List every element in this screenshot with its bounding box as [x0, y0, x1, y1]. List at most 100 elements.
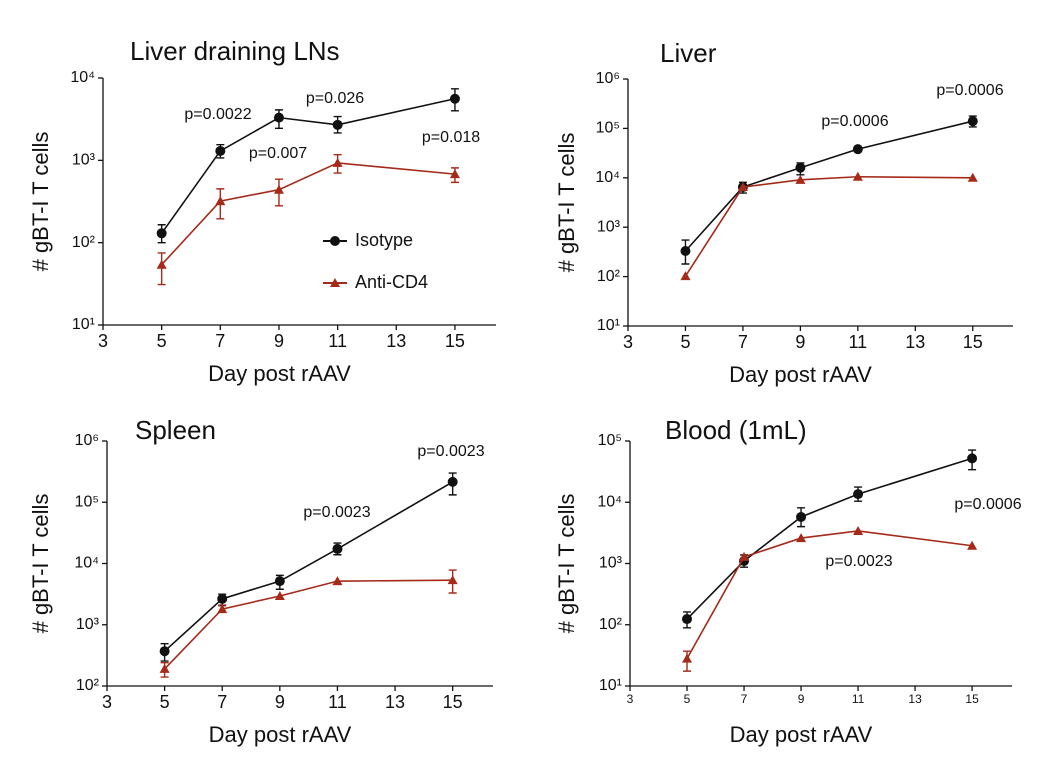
- data-point: [273, 112, 284, 123]
- data-point: [159, 663, 170, 673]
- annotation: p=0.018: [422, 129, 480, 146]
- data-point: [332, 576, 343, 586]
- annotation: p=0.026: [306, 90, 364, 107]
- data-point: [449, 169, 460, 179]
- annotation: p=0.0022: [184, 106, 251, 123]
- x-tick-label: 3: [102, 692, 112, 712]
- data-point: [159, 646, 170, 657]
- data-point: [967, 116, 978, 127]
- x-tick-label: 11: [849, 332, 868, 352]
- y-tick-label: 10²: [76, 677, 100, 694]
- x-axis-label: Day post rAAV: [730, 722, 873, 747]
- x-tick-label: 5: [684, 692, 691, 706]
- y-tick-label: 10³: [597, 218, 621, 235]
- x-tick-label: 11: [328, 692, 347, 712]
- x-tick-label: 7: [738, 332, 748, 352]
- series-line: [684, 175, 973, 277]
- data-point: [332, 119, 343, 130]
- y-tick-label: 10¹: [599, 677, 622, 694]
- data-point: [273, 184, 284, 194]
- x-tick-label: 9: [798, 692, 805, 706]
- y-axis-label: # gBT-I T cells: [28, 132, 53, 272]
- series-line: [684, 120, 973, 252]
- data-point: [274, 590, 285, 600]
- y-tick-label: 10⁶: [596, 70, 620, 87]
- data-point: [967, 540, 978, 550]
- data-point: [215, 145, 226, 156]
- y-axis-label: # gBT-I T cells: [554, 133, 579, 273]
- data-point: [682, 653, 693, 663]
- x-tick-label: 11: [328, 331, 347, 351]
- data-point: [217, 593, 228, 604]
- data-point: [852, 171, 863, 181]
- data-point: [447, 476, 458, 487]
- x-tick-label: 15: [963, 332, 983, 352]
- x-tick-label: 3: [98, 331, 108, 351]
- x-tick-label: 5: [157, 331, 167, 351]
- y-tick-label: 10⁴: [597, 493, 622, 510]
- data-point: [739, 551, 750, 561]
- data-point: [156, 228, 167, 239]
- y-tick-label: 10³: [599, 555, 623, 572]
- annotation: p=0.0006: [936, 82, 1003, 99]
- x-tick-label: 11: [852, 692, 865, 706]
- data-point: [215, 196, 226, 206]
- data-point: [796, 533, 807, 543]
- data-point: [737, 182, 748, 192]
- series-line: [164, 579, 453, 670]
- data-point: [795, 162, 806, 173]
- x-axis-label: Day post rAAV: [209, 722, 352, 747]
- x-tick-label: 9: [275, 692, 285, 712]
- x-tick-label: 15: [445, 331, 465, 351]
- chart-title: Liver draining LNs: [130, 36, 340, 66]
- y-tick-label: 10¹: [72, 316, 95, 333]
- x-axis-label: Day post rAAV: [729, 362, 872, 387]
- data-point: [967, 172, 978, 182]
- x-tick-label: 15: [443, 692, 463, 712]
- x-tick-label: 7: [741, 692, 748, 706]
- data-point: [796, 511, 807, 522]
- y-tick-label: 10³: [76, 616, 100, 633]
- y-tick-label: 10²: [597, 268, 621, 285]
- x-tick-label: 3: [623, 332, 633, 352]
- chart-title: Spleen: [135, 415, 216, 445]
- x-tick-label: 13: [905, 332, 925, 352]
- data-point: [682, 614, 693, 625]
- y-axis-label: # gBT-I T cells: [554, 494, 579, 634]
- data-point: [449, 93, 460, 104]
- chart-title: Blood (1mL): [665, 415, 807, 445]
- y-axis-label: # gBT-I T cells: [28, 494, 53, 634]
- y-tick-label: 10⁶: [75, 432, 99, 449]
- annotation: p=0.0006: [821, 113, 888, 130]
- annotation: p=0.0006: [954, 496, 1021, 513]
- y-tick-label: 10¹: [597, 317, 620, 334]
- x-tick-label: 13: [908, 692, 922, 706]
- x-tick-label: 9: [795, 332, 805, 352]
- y-tick-label: 10⁴: [70, 69, 95, 86]
- data-point: [217, 604, 228, 614]
- data-point: [853, 525, 864, 535]
- x-tick-label: 13: [386, 331, 406, 351]
- annotation: p=0.0023: [825, 553, 892, 570]
- x-tick-label: 7: [215, 331, 225, 351]
- data-point: [680, 245, 691, 256]
- x-tick-label: 7: [217, 692, 227, 712]
- data-point: [967, 453, 978, 464]
- data-point: [156, 259, 167, 269]
- y-tick-label: 10⁵: [75, 493, 99, 510]
- x-tick-label: 9: [274, 331, 284, 351]
- x-tick-label: 5: [160, 692, 170, 712]
- y-tick-label: 10⁴: [74, 555, 99, 572]
- data-point: [680, 271, 691, 281]
- y-tick-label: 10²: [599, 616, 623, 633]
- legend-label: Anti-CD4: [355, 272, 428, 292]
- data-point: [332, 543, 343, 554]
- y-tick-label: 10⁵: [596, 120, 620, 137]
- y-tick-label: 10²: [72, 234, 96, 251]
- x-tick-label: 13: [385, 692, 405, 712]
- series-line: [686, 530, 973, 660]
- x-tick-label: 15: [965, 692, 979, 706]
- data-point: [853, 489, 864, 500]
- legend-label: Isotype: [355, 230, 413, 250]
